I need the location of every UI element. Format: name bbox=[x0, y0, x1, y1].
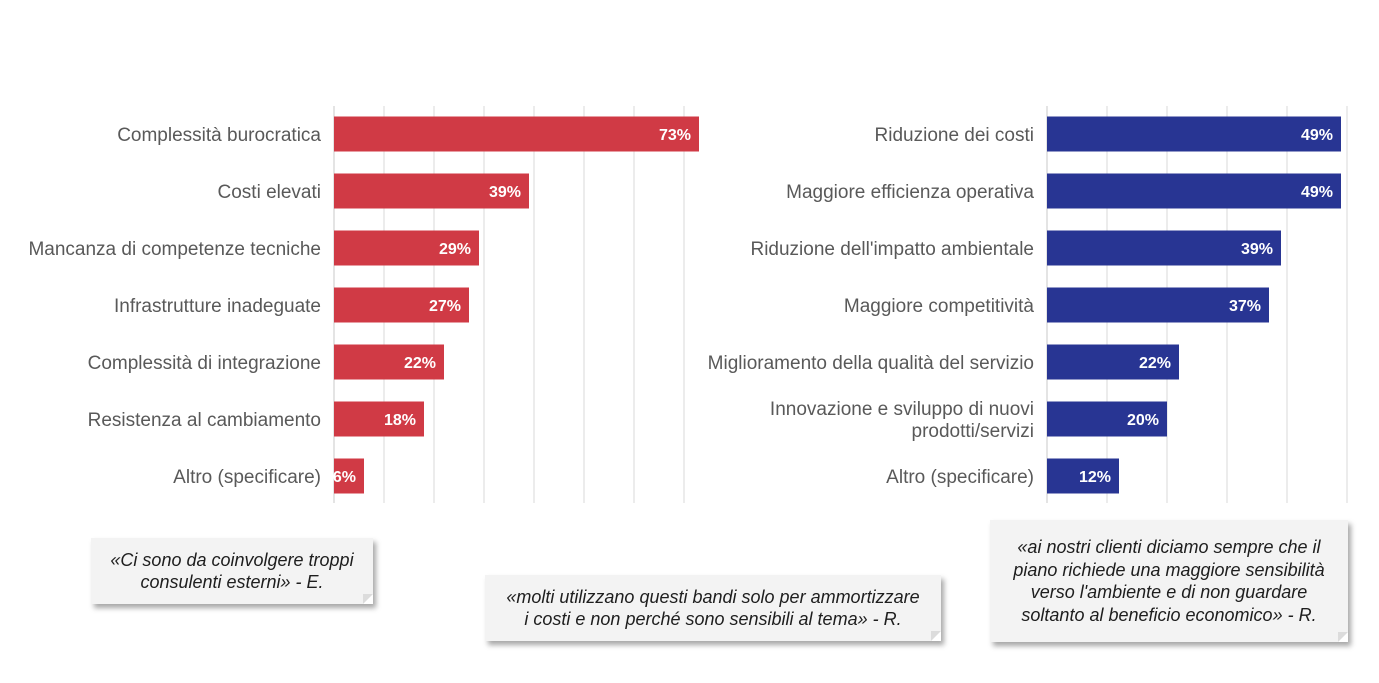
right-chart-bar bbox=[1047, 344, 1179, 380]
left-chart-bar bbox=[334, 116, 699, 152]
left-chart-bar bbox=[334, 401, 424, 437]
quote-box-2: «molti utilizzano questi bandi solo per … bbox=[485, 575, 941, 641]
left-chart-bar bbox=[334, 287, 469, 323]
right-chart-bar bbox=[1047, 458, 1119, 494]
left-chart-data-label: 73% bbox=[659, 127, 691, 144]
quote-3-line-4: soltanto al beneficio economico» - R. bbox=[1021, 604, 1317, 625]
quote-1-line-2: consulenti esterni» - E. bbox=[140, 572, 324, 592]
quote-2-line-2: i costi e non perché sono sensibili al t… bbox=[524, 609, 902, 629]
right-chart-category-label: Miglioramento della qualità del servizio bbox=[708, 353, 1034, 374]
left-chart-bar bbox=[334, 230, 479, 266]
quote-1-line-1: «Ci sono da coinvolgere troppi bbox=[110, 549, 354, 570]
right-chart-data-label: 12% bbox=[1079, 469, 1111, 486]
right-chart-bar bbox=[1047, 287, 1269, 323]
chart-barriers: 73% Complessità burocratica 39% Costi eleva… bbox=[28, 106, 699, 503]
quote-box-1: «Ci sono da coinvolgere troppi consulent… bbox=[91, 538, 373, 604]
left-chart-category-label: Infrastrutture inadeguate bbox=[114, 296, 321, 317]
left-chart-category-label: Mancanza di competenze tecniche bbox=[28, 239, 321, 260]
left-chart-data-label: 27% bbox=[429, 298, 461, 315]
right-chart-category-label: Riduzione dell'impatto ambientale bbox=[750, 239, 1034, 260]
quote-3-line-3: verso l'ambiente e di non guardare bbox=[1030, 582, 1308, 602]
quote-2-line-1: «molti utilizzano questi bandi solo per … bbox=[506, 586, 920, 607]
right-chart-data-label: 39% bbox=[1241, 241, 1273, 258]
right-chart-data-label: 37% bbox=[1229, 298, 1261, 315]
right-chart-category-label: Maggiore efficienza operativa bbox=[786, 182, 1034, 203]
right-chart-bar bbox=[1047, 230, 1281, 266]
right-chart-category-label: prodotti/servizi bbox=[912, 421, 1035, 442]
left-chart-data-label: 39% bbox=[489, 184, 521, 201]
right-chart-category-label: Riduzione dei costi bbox=[875, 125, 1034, 146]
left-chart-bar bbox=[334, 173, 529, 209]
quote-3-line-2: piano richiede una maggiore sensibilità bbox=[1013, 559, 1325, 580]
right-chart-data-label: 49% bbox=[1301, 184, 1333, 201]
left-chart-data-label: 6% bbox=[333, 469, 356, 486]
right-chart-bar bbox=[1047, 116, 1341, 152]
right-chart-category-label: Altro (specificare) bbox=[886, 467, 1034, 488]
left-chart-bar bbox=[334, 458, 364, 494]
quote-3-line-1: «ai nostri clienti diciamo sempre che il bbox=[1017, 537, 1321, 557]
left-chart-data-label: 29% bbox=[439, 241, 471, 258]
left-chart-category-label: Costi elevati bbox=[218, 182, 322, 203]
chart-benefits: 49% Riduzione dei costi 49% Maggiore effici… bbox=[708, 106, 1348, 503]
left-chart-category-label: Altro (specificare) bbox=[173, 467, 321, 488]
left-chart-category-label: Resistenza al cambiamento bbox=[88, 410, 321, 431]
right-chart-category-label: Innovazione e sviluppo di nuovi bbox=[770, 399, 1034, 420]
quote-box-3: «ai nostri clienti diciamo sempre che il… bbox=[990, 520, 1348, 642]
left-chart-data-label: 22% bbox=[404, 355, 436, 372]
left-chart-data-label: 18% bbox=[384, 412, 416, 429]
left-chart-category-label: Complessità burocratica bbox=[117, 125, 321, 146]
right-chart-data-label: 49% bbox=[1301, 127, 1333, 144]
right-chart-category-label: Maggiore competitività bbox=[844, 296, 1035, 317]
left-chart-category-label: Complessità di integrazione bbox=[88, 353, 321, 374]
right-chart-data-label: 20% bbox=[1127, 412, 1159, 429]
right-chart-bar bbox=[1047, 173, 1341, 209]
right-chart-bar bbox=[1047, 401, 1167, 437]
right-chart-data-label: 22% bbox=[1139, 355, 1171, 372]
left-chart-bar bbox=[334, 344, 444, 380]
